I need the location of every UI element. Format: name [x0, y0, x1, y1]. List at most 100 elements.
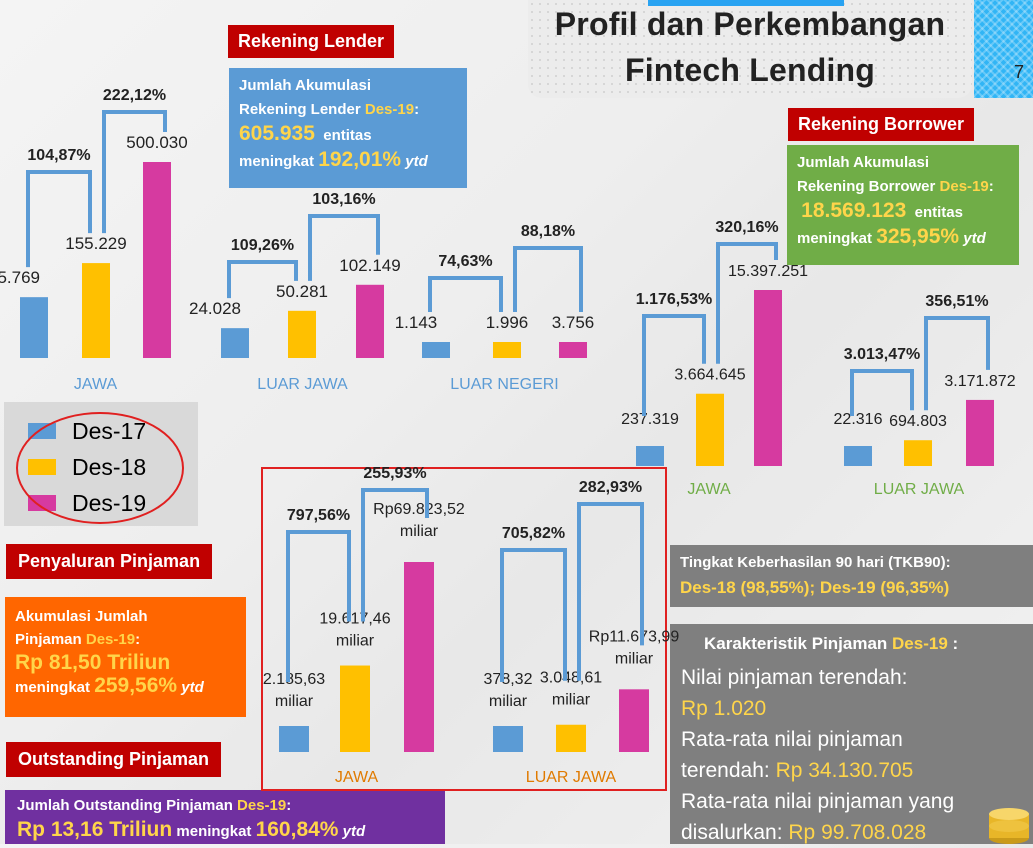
penyaluran-growth-pct: 259,56%: [94, 674, 178, 697]
penyaluran-value-label-1-1: 3.048,61: [540, 670, 602, 687]
penyaluran-growth-bracket-1-0: [500, 548, 567, 682]
lender-bar-des-17-0: [20, 297, 48, 358]
penyaluran-bar-des-19-0: [404, 562, 434, 752]
outstanding-info-line1: Jumlah Outstanding Pinjaman: [17, 797, 238, 814]
karakteristik-title: Karakteristik Pinjaman: [704, 634, 893, 653]
outstanding-growth-pct: 160,84%: [255, 818, 339, 841]
penyaluran-value-label-2-1: Rp11.673,99: [589, 628, 680, 645]
penyaluran-growth-label-0-1: 255,93%: [363, 465, 426, 482]
karakteristik-l4: Rata-rata nilai pinjaman yang: [681, 790, 955, 813]
penyaluran-bar-des-18-1: [556, 724, 586, 752]
lender-info-colon: :: [414, 101, 420, 118]
borrower-growth-label-1-1: 356,51%: [925, 293, 988, 310]
penyaluran-value-unit-0-0: miliar: [275, 693, 314, 710]
outstanding-info-period: Des-19: [237, 797, 287, 814]
borrower-value-label-1-0: 3.664.645: [674, 367, 745, 384]
lender-ytd: ytd: [405, 153, 428, 170]
lender-bar-des-19-1: [356, 284, 384, 358]
penyaluran-ytd: ytd: [181, 679, 204, 696]
outstanding-total-value: Rp 13,16 Triliun: [17, 818, 173, 841]
penyaluran-growth-prefix: meningkat: [15, 679, 95, 696]
karakteristik-l2: Rata-rata nilai pinjaman: [681, 728, 903, 751]
penyaluran-value-unit-0-1: miliar: [489, 693, 528, 710]
karakteristik-l1: Nilai pinjaman terendah:: [681, 666, 908, 689]
penyaluran-highlight-frame: [261, 467, 667, 791]
borrower-info-box: Jumlah Akumulasi Rekening Borrower Des-1…: [787, 145, 1019, 265]
lender-bar-des-18-1: [288, 310, 316, 358]
lender-value-label-2-0: 500.030: [126, 133, 187, 152]
lender-growth-label-0-0: 104,87%: [27, 147, 90, 164]
penyaluran-tag: Penyaluran Pinjaman: [6, 544, 213, 579]
penyaluran-category-label-0: JAWA: [335, 769, 379, 786]
penyaluran-bar-des-17-1: [493, 726, 523, 752]
penyaluran-info-period: Des-19: [85, 631, 136, 648]
coins-icon: [989, 808, 1029, 844]
lender-growth-bracket-1-1: [308, 214, 380, 281]
borrower-bar-des-18-1: [904, 440, 932, 466]
borrower-growth-bracket-0-0: [642, 314, 706, 416]
penyaluran-value-unit-1-1: miliar: [552, 692, 591, 709]
penyaluran-value-label-0-1: 378,32: [484, 671, 533, 688]
lender-value-label-1-2: 1.996: [486, 313, 529, 332]
penyaluran-value-unit-2-0: miliar: [400, 523, 439, 540]
borrower-bar-des-19-1: [966, 399, 994, 466]
penyaluran-info-line2: Pinjaman: [15, 631, 86, 648]
borrower-growth-label-1-0: 3.013,47%: [844, 346, 921, 363]
borrower-info-colon: :: [988, 178, 994, 195]
borrower-total-unit: entitas: [914, 204, 963, 221]
borrower-bar-des-17-0: [636, 446, 664, 466]
lender-bar-des-19-0: [143, 162, 171, 358]
karakteristik-box: Karakteristik Pinjaman Des-19 : Nilai pi…: [670, 624, 1033, 844]
lender-value-label-0-2: 1.143: [395, 313, 438, 332]
penyaluran-growth-bracket-1-1: [577, 502, 644, 681]
lender-value-label-1-0: 155.229: [65, 234, 126, 253]
page-number: 7: [1014, 62, 1025, 82]
borrower-total-value: 18.569.123: [801, 199, 907, 222]
lender-category-label-0: JAWA: [74, 376, 118, 393]
lender-info-line2: Rekening Lender: [239, 101, 365, 118]
lender-value-label-0-1: 24.028: [189, 299, 241, 318]
penyaluran-bar-des-18-0: [340, 665, 370, 752]
penyaluran-growth-label-0-0: 797,56%: [287, 507, 350, 524]
karakteristik-l3: terendah:: [681, 759, 776, 782]
borrower-bar-des-17-1: [844, 446, 872, 466]
outstanding-ytd: ytd: [342, 823, 366, 840]
lender-growth-bracket-1-0: [227, 260, 298, 299]
borrower-growth-label-0-1: 320,16%: [715, 219, 778, 236]
lender-growth-label-2-0: 74,63%: [438, 253, 492, 270]
lender-total-unit: entitas: [323, 127, 372, 144]
penyaluran-growth-label-1-0: 705,82%: [502, 525, 565, 542]
karakteristik-period: Des-19: [892, 634, 948, 653]
borrower-value-label-2-1: 3.171.872: [944, 373, 1015, 390]
penyaluran-value-unit-2-1: miliar: [615, 650, 654, 667]
lender-growth-label-1-0: 109,26%: [231, 237, 294, 254]
lender-value-label-0-0: 75.769: [0, 268, 40, 287]
lender-value-label-2-2: 3.756: [552, 313, 595, 332]
title-accent-strip: [648, 0, 844, 6]
lender-bar-des-17-2: [422, 342, 450, 358]
penyaluran-growth-bracket-0-0: [286, 530, 351, 682]
lender-growth-bracket-2-1: [513, 246, 583, 312]
borrower-value-label-2-0: 15.397.251: [728, 263, 808, 280]
karakteristik-l5: disalurkan:: [681, 821, 789, 844]
penyaluran-info-colon: :: [135, 631, 141, 648]
lender-growth-bracket-0-1: [102, 110, 167, 234]
karakteristik-v3: Rp 34.130.705: [775, 759, 914, 782]
borrower-growth-pct: 325,95%: [876, 225, 960, 248]
lender-info-box: Jumlah Akumulasi Rekening Lender Des-19:…: [229, 68, 467, 188]
borrower-growth-bracket-0-1: [716, 242, 778, 364]
lender-bar-des-18-0: [82, 263, 110, 358]
title-box: [528, 0, 972, 98]
borrower-info-line2: Rekening Borrower: [797, 178, 940, 195]
penyaluran-bar-des-19-1: [619, 689, 649, 752]
lender-value-label-2-1: 102.149: [339, 256, 400, 275]
penyaluran-value-label-0-0: 2.185,63: [263, 671, 325, 688]
outstanding-info-box: Jumlah Outstanding Pinjaman Des-19: Rp 1…: [5, 790, 445, 844]
lender-growth-bracket-2-0: [428, 276, 503, 312]
lender-growth-label-0-1: 222,12%: [103, 87, 166, 104]
lender-growth-bracket-0-0: [26, 170, 92, 268]
lender-info-period: Des-19: [364, 101, 415, 118]
borrower-value-label-0-0: 237.319: [621, 411, 679, 428]
page-title-line2: Fintech Lending: [624, 52, 876, 88]
